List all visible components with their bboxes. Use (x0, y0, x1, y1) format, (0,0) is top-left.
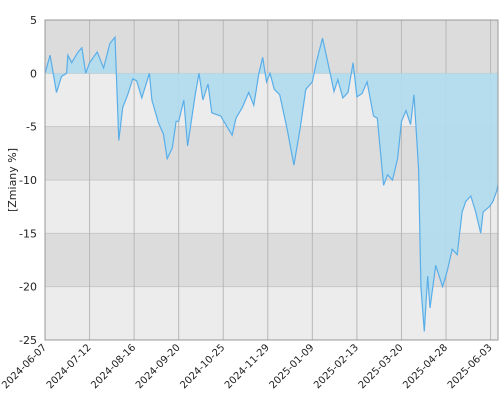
x-tick-label: 2025-04-28 (401, 342, 450, 391)
y-tick-label: -20 (19, 281, 37, 294)
x-tick-label: 2025-03-20 (357, 342, 406, 391)
y-axis-label: [Zmiany %] (6, 148, 19, 212)
y-tick-label: 0 (30, 67, 37, 80)
line (44, 35, 499, 332)
area (45, 37, 498, 332)
y-tick-label: 5 (30, 14, 37, 27)
x-tick-label: 2025-02-13 (312, 342, 361, 391)
x-tick-label: 2024-10-25 (178, 342, 227, 391)
y-tick-label: -10 (19, 174, 37, 187)
y-tick-label: -15 (19, 227, 37, 240)
x-tick-label: 2025-01-09 (268, 342, 317, 391)
x-tick-label: 2024-08-16 (89, 342, 138, 391)
x-tick-label: 2024-09-20 (134, 342, 183, 391)
x-tick-label: 2024-06-07 (0, 342, 49, 391)
plot-border (44, 19, 499, 341)
x-tick-label: 2025-06-03 (446, 342, 495, 391)
x-tick-label: 2024-11-29 (223, 342, 272, 391)
band (45, 20, 498, 74)
x-tick-label: 2024-07-12 (45, 342, 94, 391)
y-tick-label: -5 (26, 121, 37, 134)
y-tick-label: -25 (19, 334, 37, 347)
